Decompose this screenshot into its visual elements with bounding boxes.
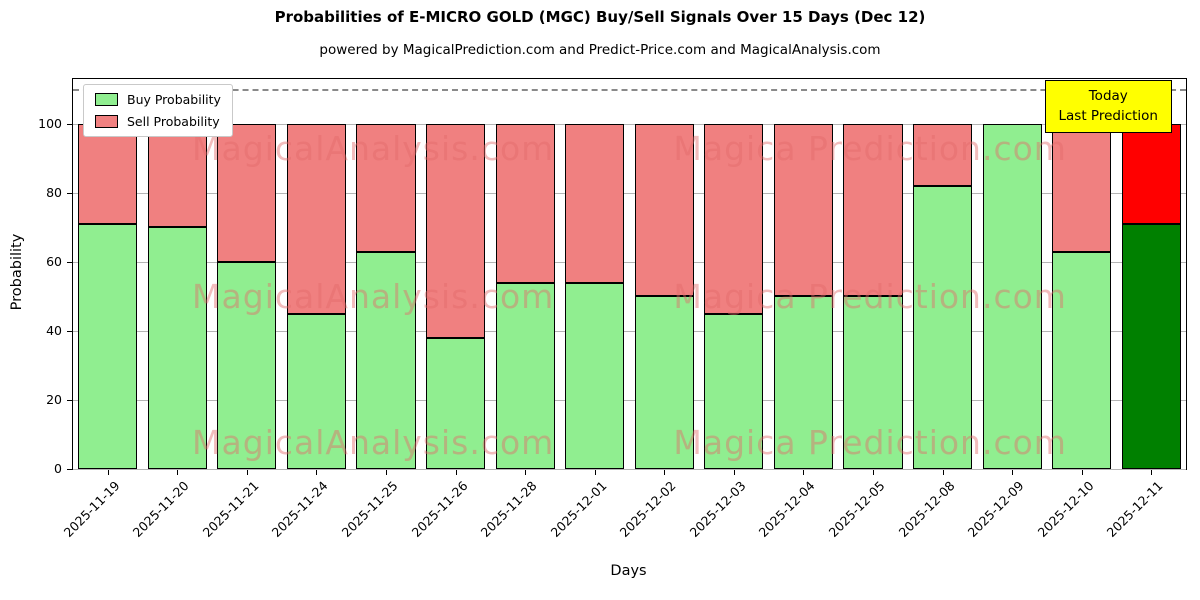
sell-bar-2025-12-11 (1121, 123, 1181, 224)
x-tick-mark (1151, 470, 1153, 475)
y-axis-label: Probability (9, 233, 25, 311)
buy-bar-2025-12-04 (773, 296, 833, 469)
sell-bar-2025-12-02 (634, 123, 694, 297)
x-tick-mark (733, 470, 735, 475)
dashed-reference-line (73, 89, 1186, 92)
x-tick-mark (594, 470, 596, 475)
buy-bar-2025-11-28 (495, 282, 555, 469)
y-tick-label: 60 (46, 253, 62, 269)
buy-bar-2025-11-21 (217, 261, 277, 469)
y-tick-mark (67, 261, 72, 263)
legend-sell-label: Sell Probability (127, 114, 220, 129)
legend-buy-label: Buy Probability (127, 92, 221, 107)
sell-bar-2025-12-03 (704, 123, 764, 314)
x-tick-mark (316, 470, 318, 475)
legend: Buy Probability Sell Probability (83, 84, 233, 137)
y-tick-label: 20 (46, 391, 62, 407)
y-tick-label: 80 (46, 184, 62, 200)
buy-bar-2025-11-20 (147, 227, 207, 469)
y-tick-mark (67, 399, 72, 401)
sell-bar-2025-12-05 (843, 123, 903, 297)
gridline-y-100 (73, 123, 1186, 125)
sell-bar-2025-12-01 (565, 123, 625, 283)
sell-bar-2025-11-28 (495, 123, 555, 283)
sell-bar-2025-11-19 (78, 123, 138, 224)
y-tick-mark (67, 330, 72, 332)
buy-bar-2025-12-02 (634, 296, 694, 469)
y-tick-mark (67, 469, 72, 470)
y-tick-label: 0 (54, 461, 62, 476)
today-annotation: Today Last Prediction (1044, 80, 1172, 133)
x-tick-mark (107, 470, 109, 475)
legend-item-sell: Sell Probability (95, 114, 221, 129)
buy-bar-2025-11-19 (78, 223, 138, 469)
buy-bar-2025-12-05 (843, 296, 903, 469)
x-tick-mark (942, 470, 944, 475)
y-tick-label: 40 (46, 322, 62, 338)
x-tick-mark (664, 470, 666, 475)
sell-bar-2025-11-24 (286, 123, 347, 314)
chart-subtitle: powered by MagicalPrediction.com and Pre… (319, 42, 881, 58)
buy-bar-2025-12-10 (1052, 251, 1112, 469)
gridline-y-60 (73, 261, 1186, 263)
sell-bar-2025-12-08 (912, 123, 973, 186)
y-tick-mark (67, 192, 72, 194)
x-tick-mark (455, 470, 457, 475)
x-tick-mark (246, 470, 248, 475)
sell-bar-2025-12-10 (1052, 123, 1112, 252)
x-tick-mark (803, 470, 805, 475)
legend-item-buy: Buy Probability (95, 92, 221, 107)
x-tick-mark (872, 470, 874, 475)
x-tick-mark (1081, 470, 1083, 475)
sell-bar-2025-12-04 (773, 123, 833, 297)
buy-bar-2025-11-24 (286, 313, 347, 469)
x-tick-mark (177, 470, 179, 475)
gridline-y-40 (73, 330, 1186, 332)
x-tick-mark (386, 470, 388, 475)
sell-bar-2025-11-25 (356, 123, 416, 252)
today-annotation-line2: Last Prediction (1058, 108, 1158, 125)
buy-bar-2025-11-25 (356, 251, 416, 469)
buy-bar-2025-12-01 (565, 282, 625, 469)
sell-bar-2025-11-21 (217, 123, 277, 262)
buy-swatch-icon (95, 93, 118, 106)
buy-bar-2025-12-03 (704, 313, 764, 469)
x-tick-mark (525, 470, 527, 475)
sell-bar-2025-11-26 (426, 123, 486, 338)
y-tick-label: 100 (38, 115, 62, 131)
gridline-y-80 (73, 192, 1186, 194)
y-tick-mark (67, 123, 72, 125)
sell-swatch-icon (95, 115, 118, 128)
gridline-y-20 (73, 399, 1186, 401)
buy-bar-2025-12-11 (1121, 223, 1181, 469)
plot-area: Buy Probability Sell Probability Magical… (72, 78, 1187, 470)
buy-bar-2025-12-09 (982, 123, 1042, 469)
x-tick-mark (1012, 470, 1014, 475)
gridline-y-0 (73, 469, 1186, 470)
sell-bar-2025-11-20 (147, 123, 207, 228)
buy-bar-2025-12-08 (912, 186, 973, 469)
chart-title: Probabilities of E-MICRO GOLD (MGC) Buy/… (274, 8, 926, 26)
today-annotation-line1: Today (1088, 88, 1128, 104)
buy-bar-2025-11-26 (426, 337, 486, 469)
x-axis-label: Days (610, 563, 647, 579)
